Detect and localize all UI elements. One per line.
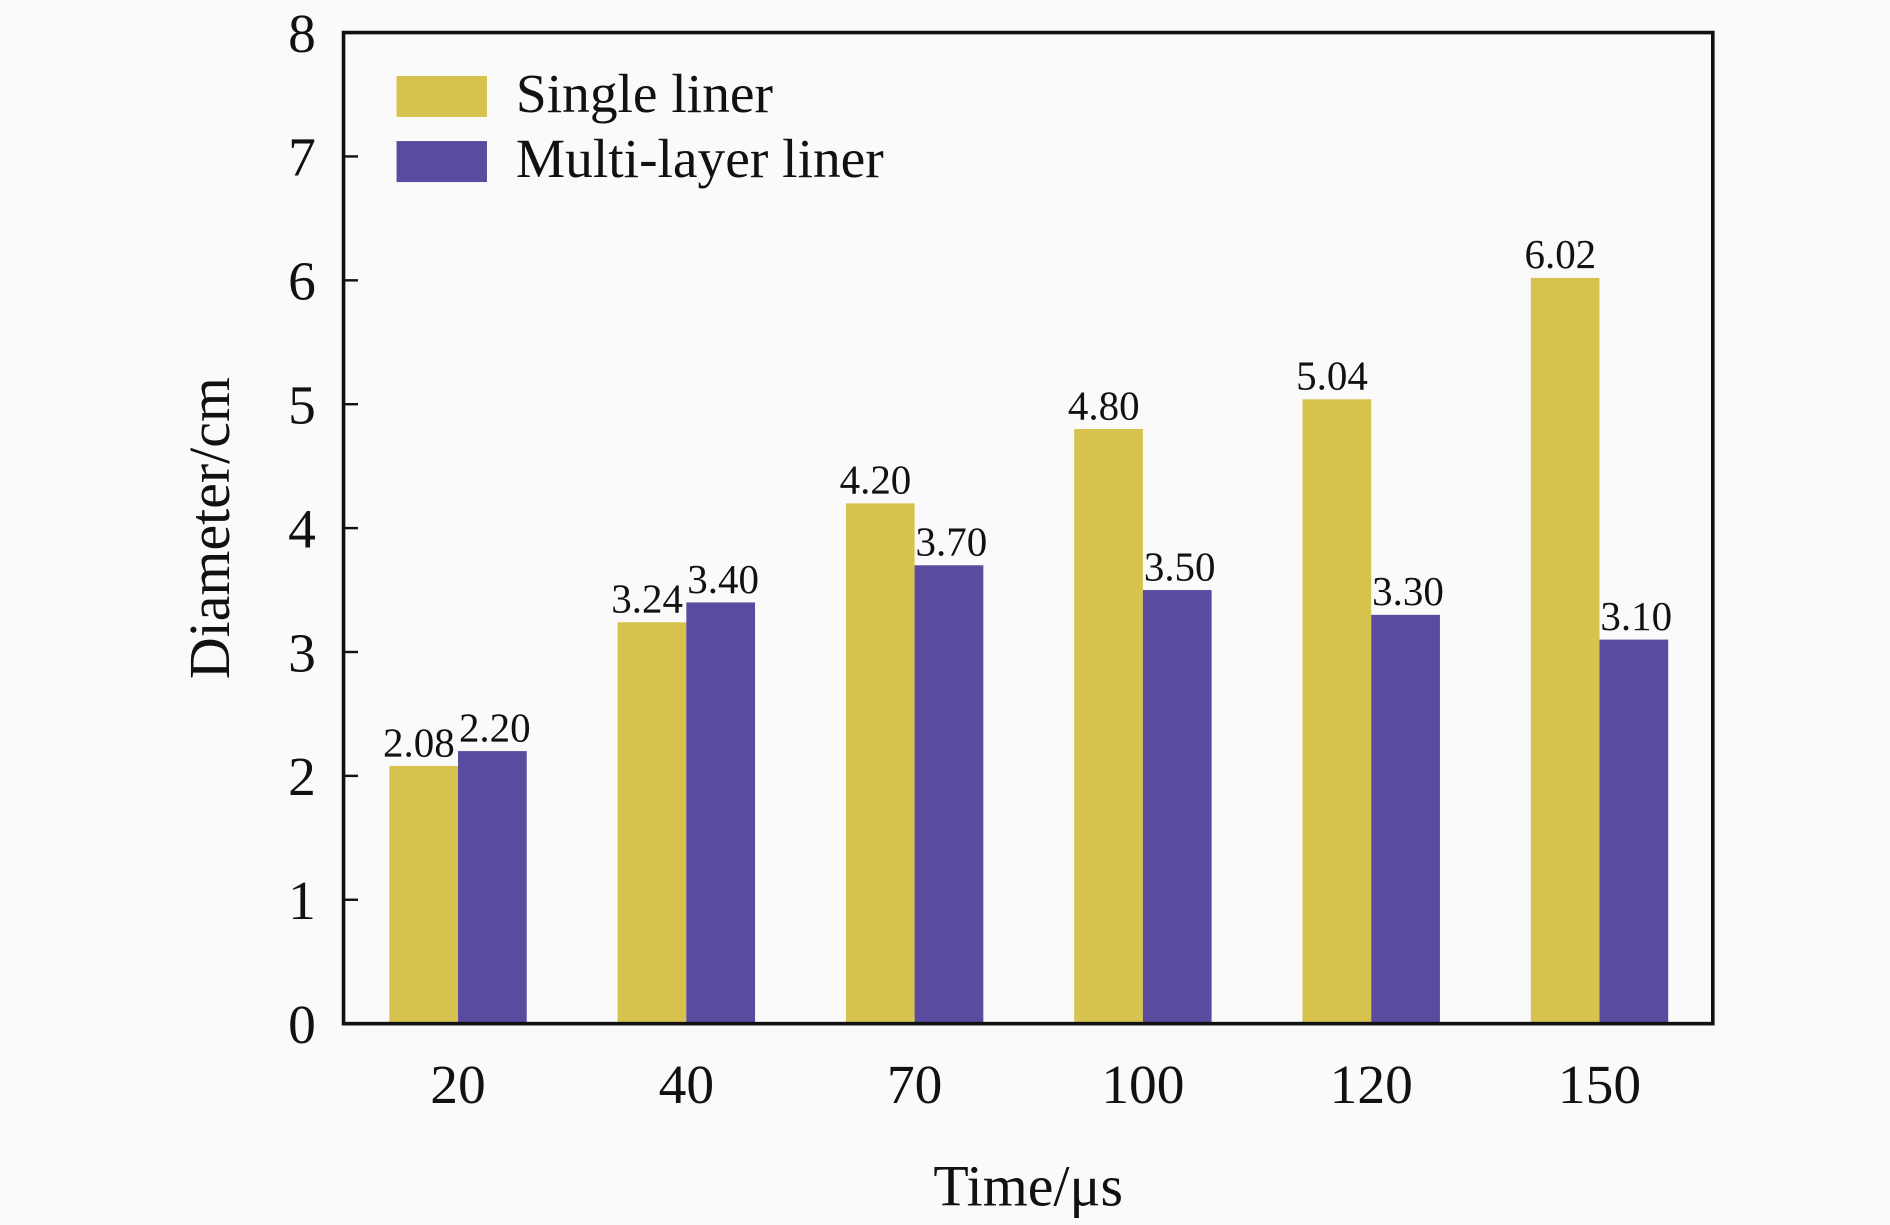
data-label: 2.08 bbox=[383, 719, 455, 765]
data-label: 4.80 bbox=[1068, 382, 1140, 428]
data-label: 3.40 bbox=[687, 556, 759, 602]
y-tick-label: 1 bbox=[288, 870, 316, 931]
bar-multi-layer-liner-120 bbox=[1371, 614, 1440, 1024]
y-tick-label: 4 bbox=[288, 498, 316, 559]
bar-single-liner-150 bbox=[1530, 277, 1600, 1024]
y-axis: 0 1 2 3 4 5 6 7 8 bbox=[288, 3, 358, 1055]
x-tick-label: 100 bbox=[1101, 1054, 1184, 1115]
y-tick-label: 0 bbox=[288, 994, 316, 1055]
legend: Single liner Multi-layer liner bbox=[396, 63, 884, 189]
y-tick-label: 8 bbox=[288, 3, 316, 64]
bar-single-liner-100 bbox=[1074, 428, 1143, 1024]
x-tick-label: 40 bbox=[659, 1054, 714, 1115]
y-tick-label: 7 bbox=[288, 127, 316, 188]
bars-layer bbox=[389, 277, 1669, 1024]
legend-label-multi-layer-liner: Multi-layer liner bbox=[516, 128, 884, 189]
bar-single-liner-40 bbox=[617, 622, 687, 1024]
y-tick-label: 5 bbox=[288, 374, 316, 435]
bar-single-liner-120 bbox=[1302, 399, 1372, 1024]
data-label: 3.24 bbox=[611, 576, 683, 622]
x-axis: 20 40 70 100 120 150 bbox=[430, 1054, 1641, 1115]
y-tick-label: 3 bbox=[288, 622, 316, 683]
bar-single-liner-70 bbox=[845, 503, 915, 1024]
data-label: 3.30 bbox=[1372, 568, 1444, 614]
bar-multi-layer-liner-100 bbox=[1142, 590, 1212, 1024]
legend-swatch-multi-layer-liner bbox=[396, 141, 487, 183]
x-tick-label: 70 bbox=[887, 1054, 942, 1115]
bar-multi-layer-liner-70 bbox=[914, 565, 984, 1024]
y-tick-label: 6 bbox=[288, 251, 316, 312]
data-label: 4.20 bbox=[840, 457, 912, 503]
x-tick-label: 120 bbox=[1330, 1054, 1413, 1115]
x-tick-label: 20 bbox=[430, 1054, 485, 1115]
data-labels: 2.08 2.20 3.24 3.40 4.203.70 4.80 3.50 5.04 3.30… bbox=[383, 231, 1672, 765]
bar-multi-layer-liner-150 bbox=[1599, 639, 1669, 1024]
x-tick-label: 150 bbox=[1558, 1054, 1641, 1115]
data-label: 3.50 bbox=[1144, 543, 1216, 589]
y-axis-title: Diameter/cm bbox=[177, 377, 242, 679]
legend-label-single-liner: Single liner bbox=[516, 63, 773, 124]
bar-multi-layer-liner-40 bbox=[686, 602, 756, 1024]
y-tick-label: 2 bbox=[288, 746, 316, 807]
data-label: 5.04 bbox=[1296, 353, 1368, 399]
data-label: 3.10 bbox=[1600, 593, 1672, 639]
bar-single-liner-20 bbox=[389, 765, 459, 1024]
bar-multi-layer-liner-20 bbox=[458, 751, 527, 1024]
legend-swatch-single-liner bbox=[396, 75, 487, 117]
data-label: 6.02 bbox=[1524, 231, 1596, 277]
data-label: 3.70 bbox=[916, 519, 988, 565]
data-label: 2.20 bbox=[459, 704, 531, 750]
x-axis-title: Time/μs bbox=[933, 1154, 1123, 1219]
